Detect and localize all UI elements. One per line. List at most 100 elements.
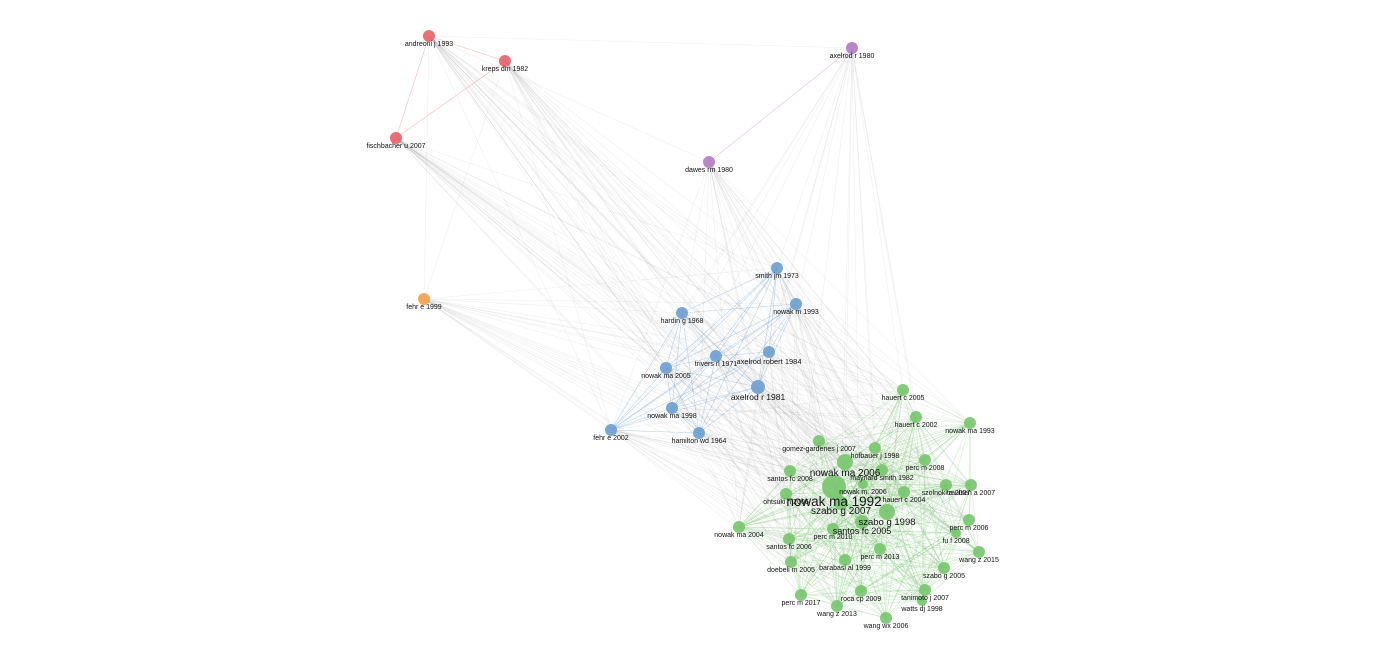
- node-wangz2015[interactable]: [973, 546, 985, 558]
- edge-hauert2004-wangz2015: [903, 491, 980, 553]
- edge-santos2006-szabo2005: [788, 538, 945, 569]
- node-szabo2005[interactable]: [938, 562, 950, 574]
- edge-hauert2002-szabo1998: [886, 416, 917, 513]
- node-szolnoki[interactable]: [940, 479, 952, 491]
- node-nowakma1992[interactable]: [822, 475, 846, 499]
- node-nowakma1998[interactable]: [666, 402, 678, 414]
- node-label-nowakma1998: nowak ma 1998: [647, 413, 697, 420]
- node-barabasi[interactable]: [839, 554, 851, 566]
- edge-fehr1999-santos2005: [423, 298, 863, 523]
- node-szabo1998[interactable]: [879, 504, 895, 520]
- edge-fehr1999-nowakma1992: [423, 298, 835, 488]
- edge-axelrod1980-hardin: [681, 47, 853, 314]
- node-ohtsuki[interactable]: [780, 488, 792, 500]
- node-percm2010[interactable]: [827, 523, 839, 535]
- edge-fischbacher-hauert2005: [395, 137, 904, 391]
- node-nowakma2006[interactable]: [837, 454, 853, 470]
- node-label-percm2008: perc m 2008: [906, 465, 945, 472]
- node-szabo2007[interactable]: [834, 496, 848, 510]
- edge-kreps-smith1973: [504, 60, 778, 269]
- edge-nowakma2005-wangz2015: [665, 367, 980, 553]
- node-hamilton[interactable]: [693, 427, 705, 439]
- node-hofbauer[interactable]: [869, 442, 881, 454]
- edge-andreoni-ohtsuki: [428, 35, 787, 495]
- edge-szabo1998-watts: [886, 511, 923, 602]
- edge-fehr2002-roca: [610, 429, 862, 592]
- edge-trivers-fehr2002: [610, 355, 717, 431]
- node-hauert2004[interactable]: [898, 486, 910, 498]
- node-hardin[interactable]: [676, 307, 688, 319]
- node-percm2013[interactable]: [874, 543, 886, 555]
- node-fuf2008[interactable]: [951, 528, 961, 538]
- edge-fehr1999-nowakma1993: [423, 298, 971, 424]
- node-smith1973[interactable]: [771, 262, 783, 274]
- node-kreps[interactable]: [499, 55, 511, 67]
- node-axelrod1981[interactable]: [751, 380, 765, 394]
- edge-nowakm2006-roca: [860, 483, 864, 592]
- edge-nowakma2005-santos2008: [665, 367, 791, 472]
- edge-gomez-szabo1998: [818, 440, 888, 513]
- edge-axelrod1981-ohtsuki: [757, 386, 787, 495]
- node-andreoni[interactable]: [423, 30, 435, 42]
- node-axelrod1980[interactable]: [846, 42, 858, 54]
- node-fehr1999[interactable]: [418, 293, 430, 305]
- node-maynard[interactable]: [876, 464, 888, 476]
- edge-doebeli-szabo2005: [790, 561, 945, 569]
- node-tanimoto[interactable]: [919, 584, 931, 596]
- node-nowakma1993[interactable]: [964, 417, 976, 429]
- node-wangz2013[interactable]: [831, 600, 843, 612]
- node-hauert2005[interactable]: [897, 384, 909, 396]
- node-percm2006[interactable]: [963, 514, 975, 526]
- node-nowakm2006[interactable]: [858, 479, 868, 489]
- edge-nowakm1993-nowakma2005: [665, 303, 797, 369]
- edge-hardin-wangz2013: [681, 312, 838, 607]
- node-label-axelrod1980: axelrod r 1980: [830, 53, 875, 60]
- node-hauert2002[interactable]: [910, 411, 922, 423]
- edge-hauert2005-nowakma2004: [738, 389, 904, 528]
- edge-maynard-wangz2015: [881, 469, 980, 553]
- edge-nowakma2005-fehr2002: [610, 367, 667, 431]
- node-nowakm1993[interactable]: [790, 298, 802, 310]
- node-santos2005[interactable]: [855, 515, 869, 529]
- edge-szolnoki-percm2013: [879, 484, 947, 550]
- edge-nowakm1993-nowakma1998: [671, 303, 797, 409]
- node-doebeli[interactable]: [785, 556, 797, 568]
- node-trivers[interactable]: [710, 350, 722, 362]
- node-nowakma2005[interactable]: [660, 362, 672, 374]
- edge-trivers-axelrod1981: [715, 355, 759, 388]
- node-gomez[interactable]: [813, 435, 825, 447]
- edge-wangz2015-szabo2005: [943, 551, 980, 569]
- edge-kreps-fehr1999: [423, 60, 506, 300]
- node-santos2008[interactable]: [784, 465, 796, 477]
- edge-hauert2002-nowakma1993: [915, 416, 971, 424]
- edge-hardin-fehr2002: [610, 312, 683, 431]
- node-roca[interactable]: [855, 585, 867, 597]
- edge-kreps-hauert2002: [504, 60, 917, 418]
- node-traulsen[interactable]: [965, 479, 977, 491]
- edge-hamilton-hofbauer: [698, 432, 876, 449]
- network-edges: [395, 35, 980, 619]
- node-axelrod1984[interactable]: [763, 346, 775, 358]
- edge-percm2013-barabasi: [844, 548, 881, 561]
- edge-santos2006-percm2017: [788, 538, 802, 596]
- edge-percm2017-wangz2013: [800, 594, 838, 607]
- node-nowakma2004[interactable]: [733, 521, 745, 533]
- edge-trivers-nowakma1998: [671, 355, 717, 409]
- node-fischbacher[interactable]: [390, 132, 402, 144]
- edge-hauert2002-percm2017: [800, 416, 917, 596]
- node-dawes[interactable]: [703, 156, 715, 168]
- edge-fehr1999-hauert2004: [423, 298, 905, 493]
- edge-fehr2002-wangz2013: [610, 429, 838, 607]
- node-fehr2002[interactable]: [605, 424, 617, 436]
- node-santos2006[interactable]: [783, 533, 795, 545]
- node-percm2008[interactable]: [919, 454, 931, 466]
- edge-nowakma2006-nowakma2004: [738, 461, 846, 528]
- edge-fischbacher-ohtsuki: [395, 137, 787, 495]
- node-label-szabo2005: szabo g 2005: [923, 573, 965, 580]
- node-percm2017[interactable]: [795, 589, 807, 601]
- node-label-nowakma1993: nowak ma 1993: [945, 428, 995, 435]
- node-watts[interactable]: [917, 596, 927, 606]
- edge-kreps-percm2017: [504, 60, 802, 596]
- edge-hardin-nowakma1993: [681, 312, 971, 424]
- node-wangwx2006[interactable]: [880, 612, 892, 624]
